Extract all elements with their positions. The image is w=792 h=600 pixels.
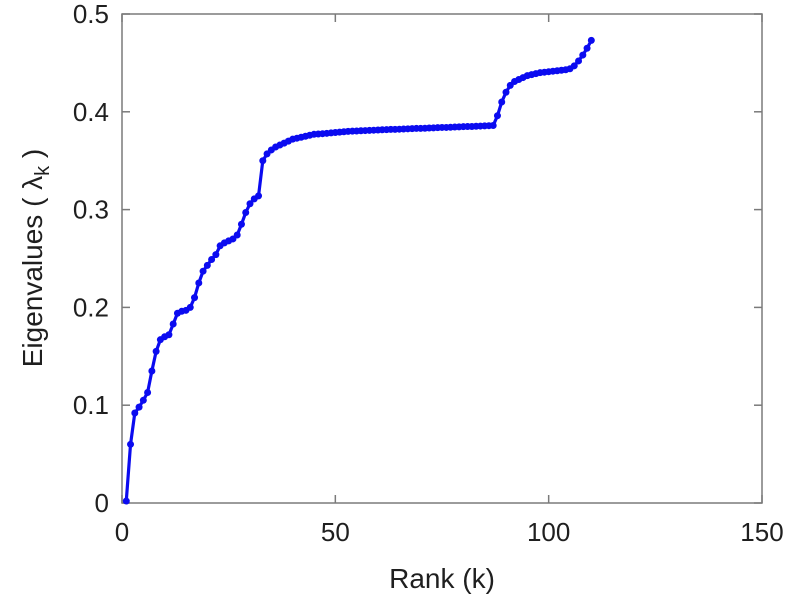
data-point-marker — [246, 200, 254, 208]
x-tick-label: 50 — [321, 517, 350, 547]
data-point-marker — [498, 98, 506, 106]
data-point-marker — [148, 367, 156, 375]
data-point-marker — [489, 121, 497, 129]
y-tick-label: 0.4 — [73, 97, 109, 127]
data-point-marker — [199, 267, 207, 275]
data-point-marker — [570, 62, 578, 70]
x-axis-title: Rank (k) — [389, 563, 495, 594]
plot-box — [121, 13, 763, 504]
series-line — [124, 38, 593, 503]
data-point-marker — [186, 303, 194, 311]
data-point-marker — [502, 88, 510, 96]
data-point-marker — [583, 44, 591, 52]
data-point-marker — [242, 209, 250, 217]
x-tick-label: 0 — [115, 517, 129, 547]
data-point-marker — [122, 497, 130, 505]
data-point-marker — [139, 396, 147, 404]
y-tick-label: 0.2 — [73, 292, 109, 322]
y-tick-label: 0.1 — [73, 390, 109, 420]
data-point-marker — [191, 294, 199, 302]
data-point-marker — [127, 440, 135, 448]
y-axis-title-subscript: k — [32, 165, 54, 176]
y-axis-title-prefix: Eigenvalues ( λ — [17, 176, 48, 367]
x-tick-label: 150 — [740, 517, 783, 547]
data-point-marker — [208, 255, 216, 263]
data-point-marker — [131, 409, 139, 417]
data-point-marker — [237, 220, 245, 228]
eigenvalue-series — [122, 36, 595, 505]
data-point-marker — [144, 388, 152, 396]
series-markers — [122, 36, 595, 505]
axis-tick-labels: 0 50 100 150 0 0.1 0.2 0.3 0.4 0.5 — [73, 0, 784, 547]
data-point-marker — [169, 320, 177, 328]
data-point-marker — [579, 51, 587, 59]
data-point-marker — [587, 36, 595, 44]
data-point-marker — [255, 192, 263, 200]
x-tick-label: 100 — [527, 517, 570, 547]
y-tick-label: 0.5 — [73, 0, 109, 29]
y-tick-label: 0.3 — [73, 195, 109, 225]
data-point-marker — [259, 157, 267, 165]
data-point-marker — [195, 279, 203, 287]
axis-ticks — [121, 13, 763, 504]
data-point-marker — [575, 57, 583, 65]
data-point-marker — [135, 403, 143, 411]
data-point-marker — [165, 331, 173, 339]
data-point-marker — [203, 261, 211, 269]
data-point-marker — [212, 251, 220, 259]
y-axis-title-suffix: ) — [17, 149, 48, 166]
y-tick-label: 0 — [95, 488, 109, 518]
data-point-marker — [493, 112, 501, 120]
data-point-marker — [233, 231, 241, 239]
data-point-marker — [152, 347, 160, 355]
y-axis-title: Eigenvalues ( λk ) — [17, 149, 54, 368]
